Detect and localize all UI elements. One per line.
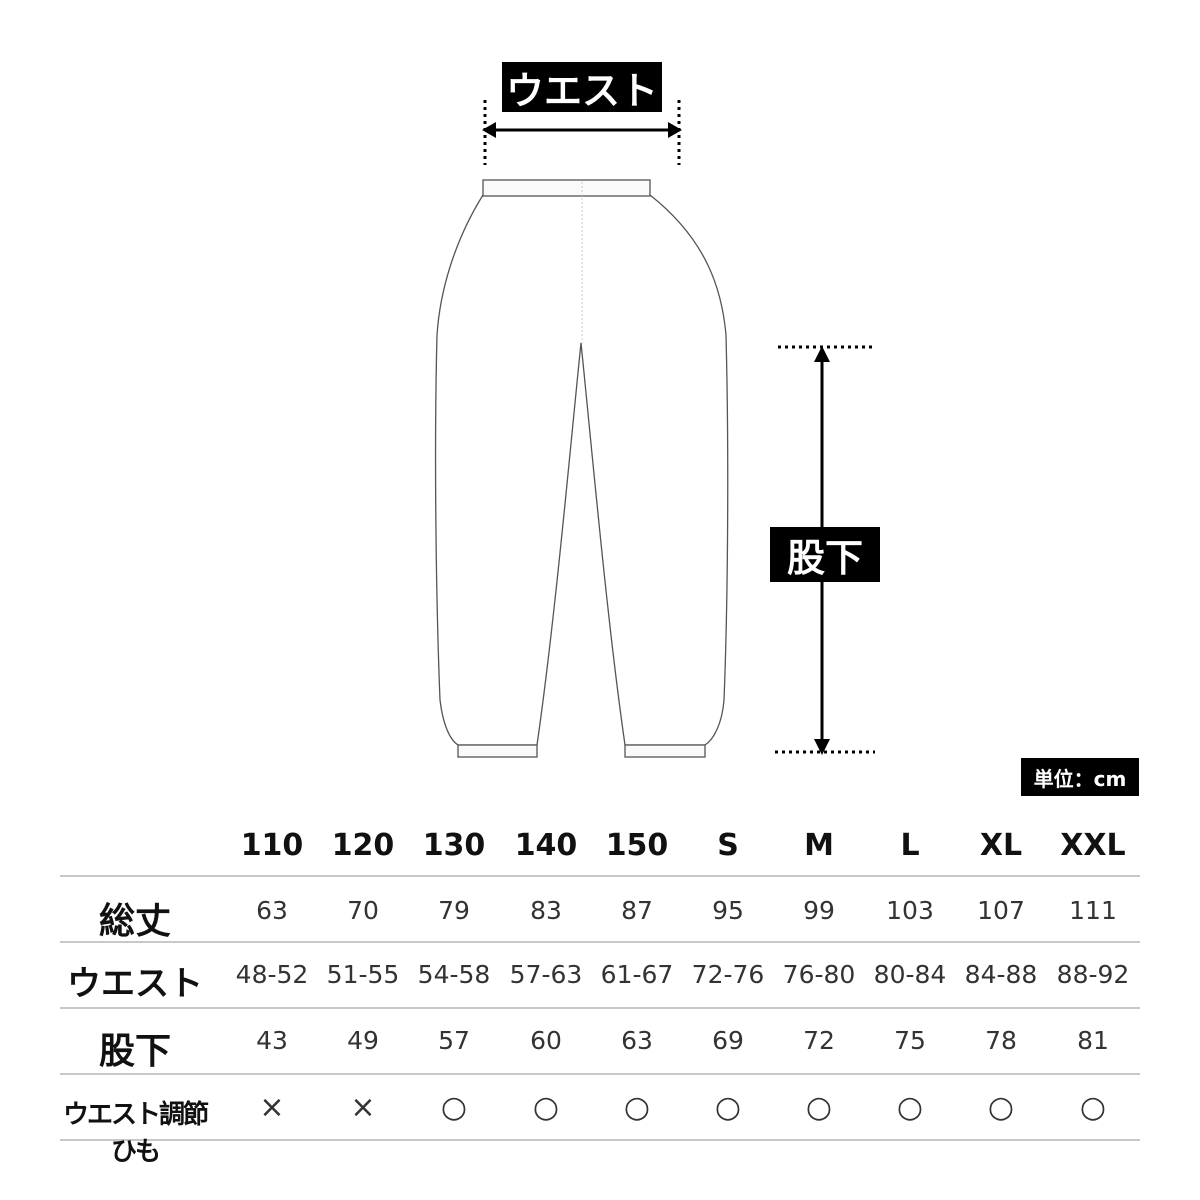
table-cell: 63: [621, 1026, 653, 1055]
table-cell: 88-92: [1056, 960, 1130, 989]
waist-measure-arrow: [482, 100, 682, 165]
table-cell: ○: [805, 1090, 833, 1125]
column-header: L: [900, 828, 920, 863]
pants-diagram: [434, 100, 875, 758]
table-cell: 78: [985, 1026, 1017, 1055]
table-divider: [60, 875, 1140, 877]
table-cell: 80-84: [873, 960, 947, 989]
table-cell: ○: [1079, 1090, 1107, 1125]
table-cell: 75: [894, 1026, 926, 1055]
table-divider: [60, 1139, 1140, 1141]
column-header: 110: [240, 828, 304, 863]
table-cell: 63: [256, 896, 288, 925]
table-cell: 95: [712, 896, 744, 925]
table-cell: 79: [438, 896, 470, 925]
table-cell: ○: [714, 1090, 742, 1125]
table-cell: 70: [347, 896, 379, 925]
table-cell: 103: [886, 896, 934, 925]
pants-outline: [434, 179, 729, 758]
table-cell: 111: [1069, 896, 1117, 925]
table-cell: 81: [1077, 1026, 1109, 1055]
table-cell: ○: [623, 1090, 651, 1125]
table-cell: ○: [987, 1090, 1015, 1125]
table-cell: ×: [350, 1090, 376, 1125]
table-cell: 49: [347, 1026, 379, 1055]
table-cell: 107: [977, 896, 1025, 925]
table-cell: 76-80: [782, 960, 856, 989]
table-divider: [60, 941, 1140, 943]
table-cell: ×: [259, 1090, 285, 1125]
table-cell: 48-52: [235, 960, 309, 989]
table-cell: ○: [440, 1090, 468, 1125]
table-cell: 43: [256, 1026, 288, 1055]
table-cell: ○: [532, 1090, 560, 1125]
table-cell: 72-76: [691, 960, 765, 989]
table-cell: 57: [438, 1026, 470, 1055]
table-cell: 61-67: [600, 960, 674, 989]
table-cell: 87: [621, 896, 653, 925]
column-header: 120: [331, 828, 395, 863]
inseam-label: 股下: [770, 527, 880, 582]
column-header: 150: [605, 828, 669, 863]
waist-label: ウエスト: [502, 62, 662, 113]
table-cell: ○: [896, 1090, 924, 1125]
column-header: 130: [422, 828, 486, 863]
column-header: 140: [514, 828, 578, 863]
column-header: XL: [979, 828, 1023, 863]
unit-label: 単位：cm: [1021, 758, 1139, 796]
table-cell: 51-55: [326, 960, 400, 989]
table-cell: 57-63: [509, 960, 583, 989]
table-cell: 72: [803, 1026, 835, 1055]
table-cell: 84-88: [964, 960, 1038, 989]
row-label: ウエスト調節ひも: [62, 1100, 209, 1167]
table-divider: [60, 1007, 1140, 1009]
table-cell: 83: [530, 896, 562, 925]
row-label: 股下: [98, 1031, 171, 1072]
table-cell: 99: [803, 896, 835, 925]
column-header: XXL: [1060, 828, 1126, 863]
table-divider: [60, 1073, 1140, 1075]
row-label: ウエスト: [67, 964, 203, 1004]
row-label: 総丈: [98, 901, 171, 942]
column-header: S: [717, 828, 739, 863]
table-cell: 60: [530, 1026, 562, 1055]
column-header: M: [804, 828, 834, 863]
table-cell: 54-58: [417, 960, 491, 989]
table-cell: 69: [712, 1026, 744, 1055]
